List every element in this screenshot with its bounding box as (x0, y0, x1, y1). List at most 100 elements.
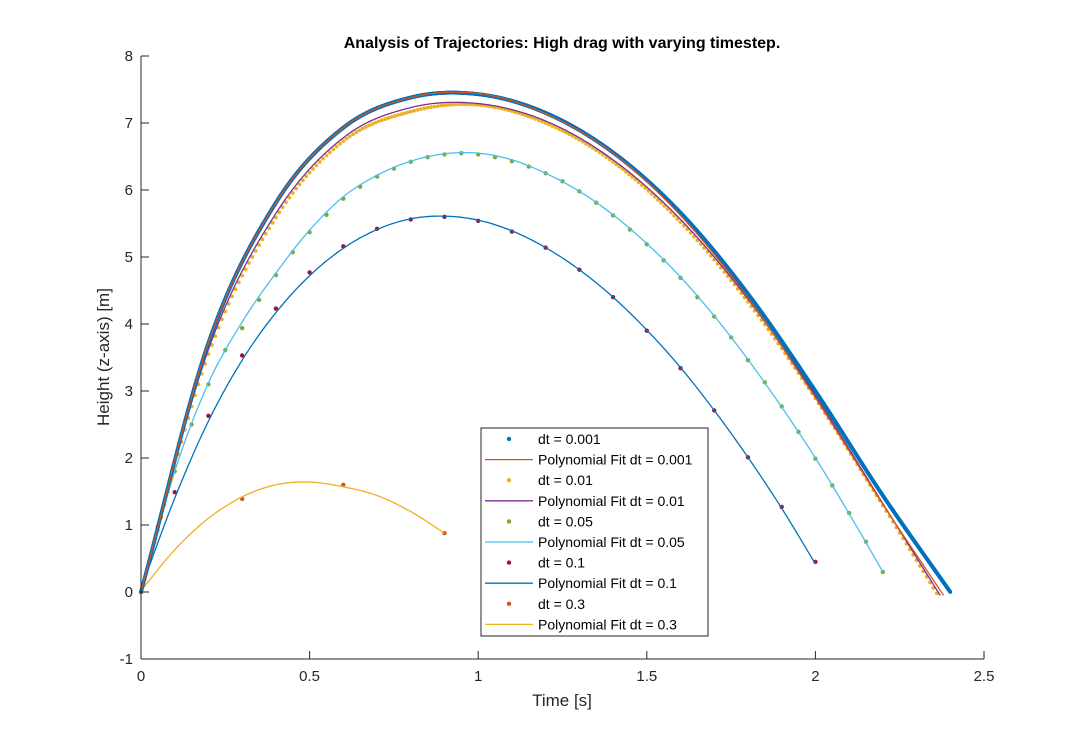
legend-entry: dt = 0.001 (506, 431, 601, 447)
data-point (379, 118, 384, 123)
legend-box (480, 427, 709, 637)
data-point (462, 102, 467, 107)
data-point (331, 147, 336, 152)
legend-label: dt = 0.05 (538, 513, 593, 529)
y-tick-label: 6 (125, 182, 133, 199)
data-point (422, 106, 427, 111)
data-point (408, 109, 413, 114)
series-4 (140, 101, 941, 596)
y-tick-label: 7 (125, 115, 133, 132)
data-point (287, 195, 292, 200)
data-point (223, 309, 228, 314)
data-point (354, 130, 359, 135)
x-tick-label: 2 (811, 668, 819, 685)
data-point (418, 107, 423, 112)
y-tick-label: 4 (125, 316, 133, 333)
data-point (267, 226, 272, 231)
series-8 (140, 215, 816, 589)
data-point (341, 139, 346, 143)
series-line (140, 91, 945, 596)
series-10 (140, 481, 445, 592)
data-point (367, 123, 371, 128)
data-point (425, 105, 430, 110)
legend-label: Polynomial Fit dt = 0.001 (538, 452, 693, 468)
data-point (370, 122, 375, 126)
data-point (442, 103, 447, 108)
data-point (389, 115, 394, 119)
data-point (260, 237, 265, 242)
data-point (948, 590, 953, 594)
series-2 (140, 91, 945, 596)
data-point (294, 186, 299, 191)
data-point (172, 489, 177, 495)
y-tick-label: 3 (125, 383, 133, 400)
data-point (270, 220, 275, 225)
data-point (412, 108, 417, 113)
data-point (273, 306, 279, 311)
legend-label: dt = 0.001 (538, 431, 601, 447)
data-point (360, 126, 365, 131)
legend-marker-swatch (506, 560, 512, 565)
data-point (263, 231, 268, 236)
legend-entry: dt = 0.01 (506, 472, 593, 488)
data-point (341, 482, 346, 487)
data-point (334, 144, 339, 149)
data-point (233, 287, 238, 292)
data-point (449, 102, 454, 107)
y-tick-label: 5 (125, 249, 133, 266)
data-point (277, 210, 282, 215)
data-point (357, 128, 362, 133)
x-tick-label: 2.5 (974, 668, 995, 685)
data-point (243, 267, 248, 272)
data-point (307, 270, 312, 275)
series-line (140, 151, 884, 593)
data-point (311, 167, 315, 171)
y-tick-label: 1 (125, 517, 133, 534)
data-point (396, 113, 400, 118)
data-point (314, 163, 319, 168)
data-point (321, 156, 325, 161)
data-point (297, 182, 302, 187)
legend-marker-swatch (506, 519, 512, 524)
data-point (324, 153, 329, 158)
legend-label: dt = 0.01 (538, 472, 593, 488)
data-point (399, 112, 404, 117)
data-point (247, 261, 251, 265)
data-point (250, 254, 255, 259)
y-tick-label: 2 (125, 450, 133, 467)
data-point (347, 134, 352, 139)
data-point (386, 116, 391, 120)
chart-title: Analysis of Trajectories: High drag with… (344, 35, 781, 52)
data-point (344, 136, 349, 141)
data-point (429, 105, 433, 110)
series-line (140, 215, 816, 589)
series-6 (140, 151, 884, 593)
data-point (206, 413, 211, 418)
data-point (280, 205, 285, 210)
legend-entry: Polynomial Fit dt = 0.05 (485, 534, 685, 550)
legend: dt = 0.001 Polynomial Fit dt = 0.001 dt = … (480, 427, 709, 637)
data-point (230, 294, 234, 299)
x-axis-label: Time [s] (532, 691, 592, 710)
y-tick-label: 8 (125, 48, 133, 65)
data-point (284, 200, 288, 205)
x-tick-label: 0.5 (299, 668, 320, 685)
y-tick-label: 0 (125, 584, 133, 601)
data-point (402, 111, 407, 116)
legend-marker-swatch (506, 478, 512, 483)
legend-marker-swatch (506, 436, 512, 442)
y-tick-label: -1 (120, 651, 133, 668)
data-point (351, 132, 355, 137)
data-point (300, 178, 305, 183)
legend-entry: Polynomial Fit dt = 0.01 (485, 493, 685, 509)
data-point (456, 102, 460, 107)
legend-label: Polynomial Fit dt = 0.01 (538, 493, 685, 509)
data-point (373, 120, 378, 125)
legend-entry: Polynomial Fit dt = 0.001 (485, 452, 693, 468)
legend-entry: dt = 0.1 (506, 555, 585, 571)
data-point (239, 325, 245, 331)
series-layer (138, 90, 953, 596)
legend-entry: dt = 0.3 (506, 596, 585, 612)
